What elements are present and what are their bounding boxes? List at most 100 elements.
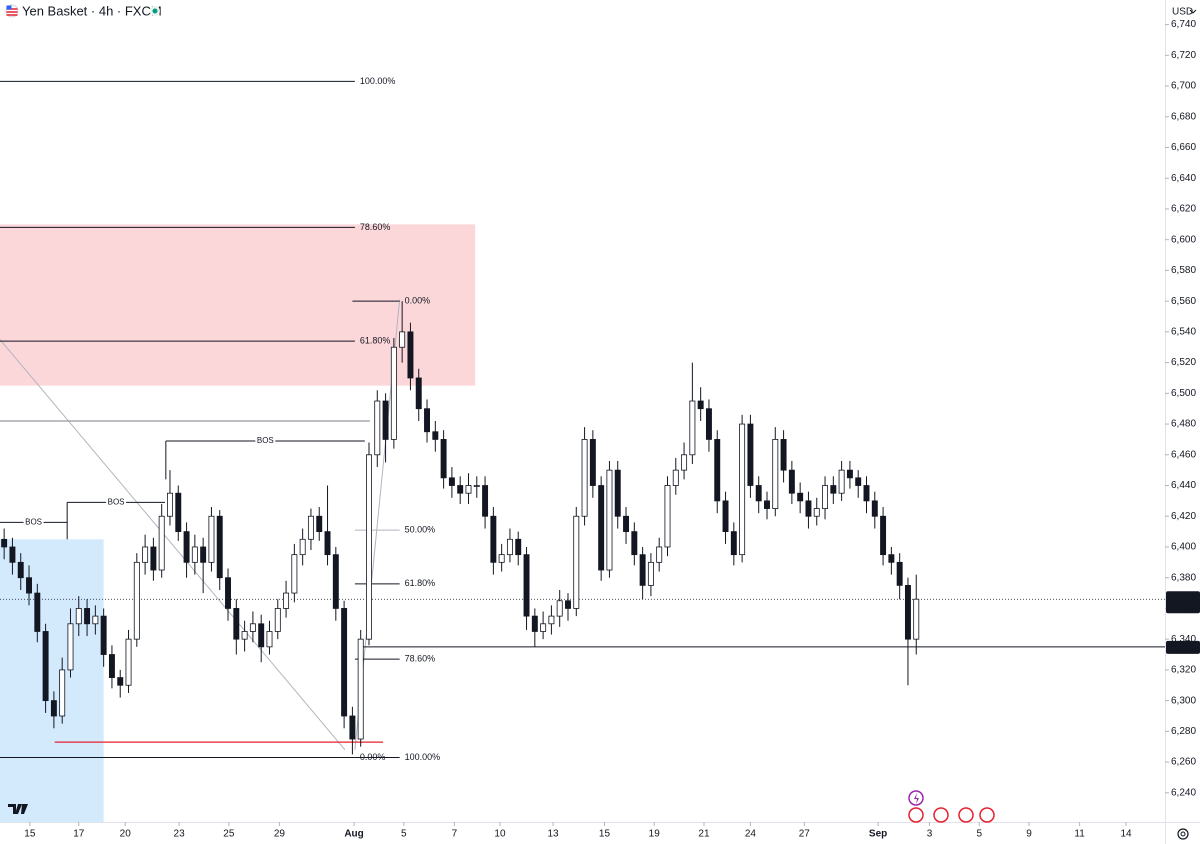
candle-body xyxy=(838,469,845,494)
candle-body xyxy=(241,631,248,640)
candle-body xyxy=(142,546,149,563)
candle-body xyxy=(191,546,198,563)
candle-body xyxy=(225,577,231,609)
candle-body xyxy=(813,508,820,517)
x-tick-label: 5 xyxy=(976,829,982,840)
x-tick-label: 11 xyxy=(1074,829,1085,840)
last-price-tag xyxy=(1166,591,1200,614)
candle-body xyxy=(175,492,182,533)
x-tick-label: 3 xyxy=(927,829,933,840)
candle-body xyxy=(689,400,696,456)
candle-body xyxy=(664,485,671,548)
candle-body xyxy=(50,700,57,717)
zone xyxy=(0,539,104,822)
candle-body xyxy=(332,554,339,609)
candle-body xyxy=(722,500,729,533)
candle-body xyxy=(548,615,555,625)
candle-body xyxy=(747,423,754,486)
candle-body xyxy=(672,469,679,486)
candle-body xyxy=(523,554,530,617)
status-dot xyxy=(152,8,158,14)
time-axis-bg xyxy=(0,822,1165,844)
gear-hub[interactable] xyxy=(1180,831,1186,837)
candle-body xyxy=(92,615,99,625)
candle-body xyxy=(598,485,605,571)
candle-body xyxy=(390,346,397,440)
candle-body xyxy=(266,631,273,648)
candle-body xyxy=(42,631,49,702)
candle-body xyxy=(407,331,414,379)
bos-label-bg xyxy=(255,435,276,446)
x-tick-label: 24 xyxy=(745,829,757,840)
candle-body xyxy=(606,469,613,571)
x-tick-label: 17 xyxy=(73,829,85,840)
candle-body xyxy=(730,531,737,556)
candle-body xyxy=(399,331,406,348)
x-tick-label: 9 xyxy=(1026,829,1032,840)
x-tick-label: 10 xyxy=(494,829,506,840)
candle-body xyxy=(357,638,364,740)
chart-title: Yen Basket · 4h · FXCM xyxy=(22,3,162,18)
fib-label: 0.00% xyxy=(360,752,386,762)
x-tick-label: Sep xyxy=(869,829,887,840)
candle-body xyxy=(59,669,66,717)
y-tick-label: 6,380 xyxy=(1171,572,1196,583)
y-tick-label: 6,520 xyxy=(1171,357,1196,368)
event-icons xyxy=(908,790,995,823)
bos-label: BOS xyxy=(257,436,274,445)
y-tick-label: 6,560 xyxy=(1171,296,1196,307)
candle-body xyxy=(540,623,547,632)
candle-body xyxy=(515,538,522,556)
price-axis-bg xyxy=(1165,0,1200,844)
last-price-label: 6,366 xyxy=(1171,593,1196,604)
y-tick-label: 6,480 xyxy=(1171,419,1196,430)
candle-body xyxy=(581,439,588,517)
fib-label: 0.00% xyxy=(405,296,431,306)
currency-caret xyxy=(1189,9,1197,14)
candle-body xyxy=(307,515,314,540)
candle-body xyxy=(34,592,41,632)
candle-body xyxy=(506,538,513,556)
candle-body xyxy=(614,469,621,517)
candle-body xyxy=(167,492,173,517)
candle-body xyxy=(448,477,455,486)
candle-body xyxy=(432,431,439,440)
candle-body xyxy=(788,469,795,494)
flag-canton xyxy=(6,5,12,10)
candle-body xyxy=(316,515,323,533)
candle-body xyxy=(714,439,721,502)
candle-body xyxy=(913,598,920,640)
candle-body xyxy=(9,546,16,563)
candle-body xyxy=(888,554,895,563)
bos-label-bg xyxy=(23,517,44,528)
axes: 6,2406,2606,2806,3006,3206,3406,3606,380… xyxy=(24,19,1200,840)
x-tick-label: 21 xyxy=(698,829,710,840)
x-tick-label: 27 xyxy=(799,829,811,840)
candle-body xyxy=(565,600,571,609)
fib-label: 61.80% xyxy=(360,335,391,345)
candle-body xyxy=(17,561,24,579)
x-tick-label: 19 xyxy=(649,829,661,840)
candle-body xyxy=(200,546,207,563)
candle-body xyxy=(274,608,281,632)
candle-body xyxy=(656,546,663,563)
candle-body xyxy=(647,561,654,586)
candle-body xyxy=(1,538,8,548)
y-tick-label: 6,460 xyxy=(1171,449,1196,460)
gear[interactable] xyxy=(1177,828,1189,840)
x-tick-label: 15 xyxy=(24,829,36,840)
candle-body xyxy=(904,584,911,640)
y-tick-label: 6,240 xyxy=(1171,787,1196,798)
candle-body xyxy=(117,677,124,686)
candle-body xyxy=(764,500,770,509)
plot-area: 100.00% 78.60% 61.80% 0.00% 50.00% 61.80% 78.6… xyxy=(0,76,1165,822)
candle-body xyxy=(84,608,91,625)
y-tick-label: 6,340 xyxy=(1171,634,1196,645)
candle-body xyxy=(589,439,596,486)
candle-body xyxy=(880,515,887,556)
y-tick-label: 6,540 xyxy=(1171,327,1196,338)
candle-body xyxy=(639,554,646,586)
settings-icon[interactable] xyxy=(1177,828,1189,840)
candle-body xyxy=(291,554,298,594)
